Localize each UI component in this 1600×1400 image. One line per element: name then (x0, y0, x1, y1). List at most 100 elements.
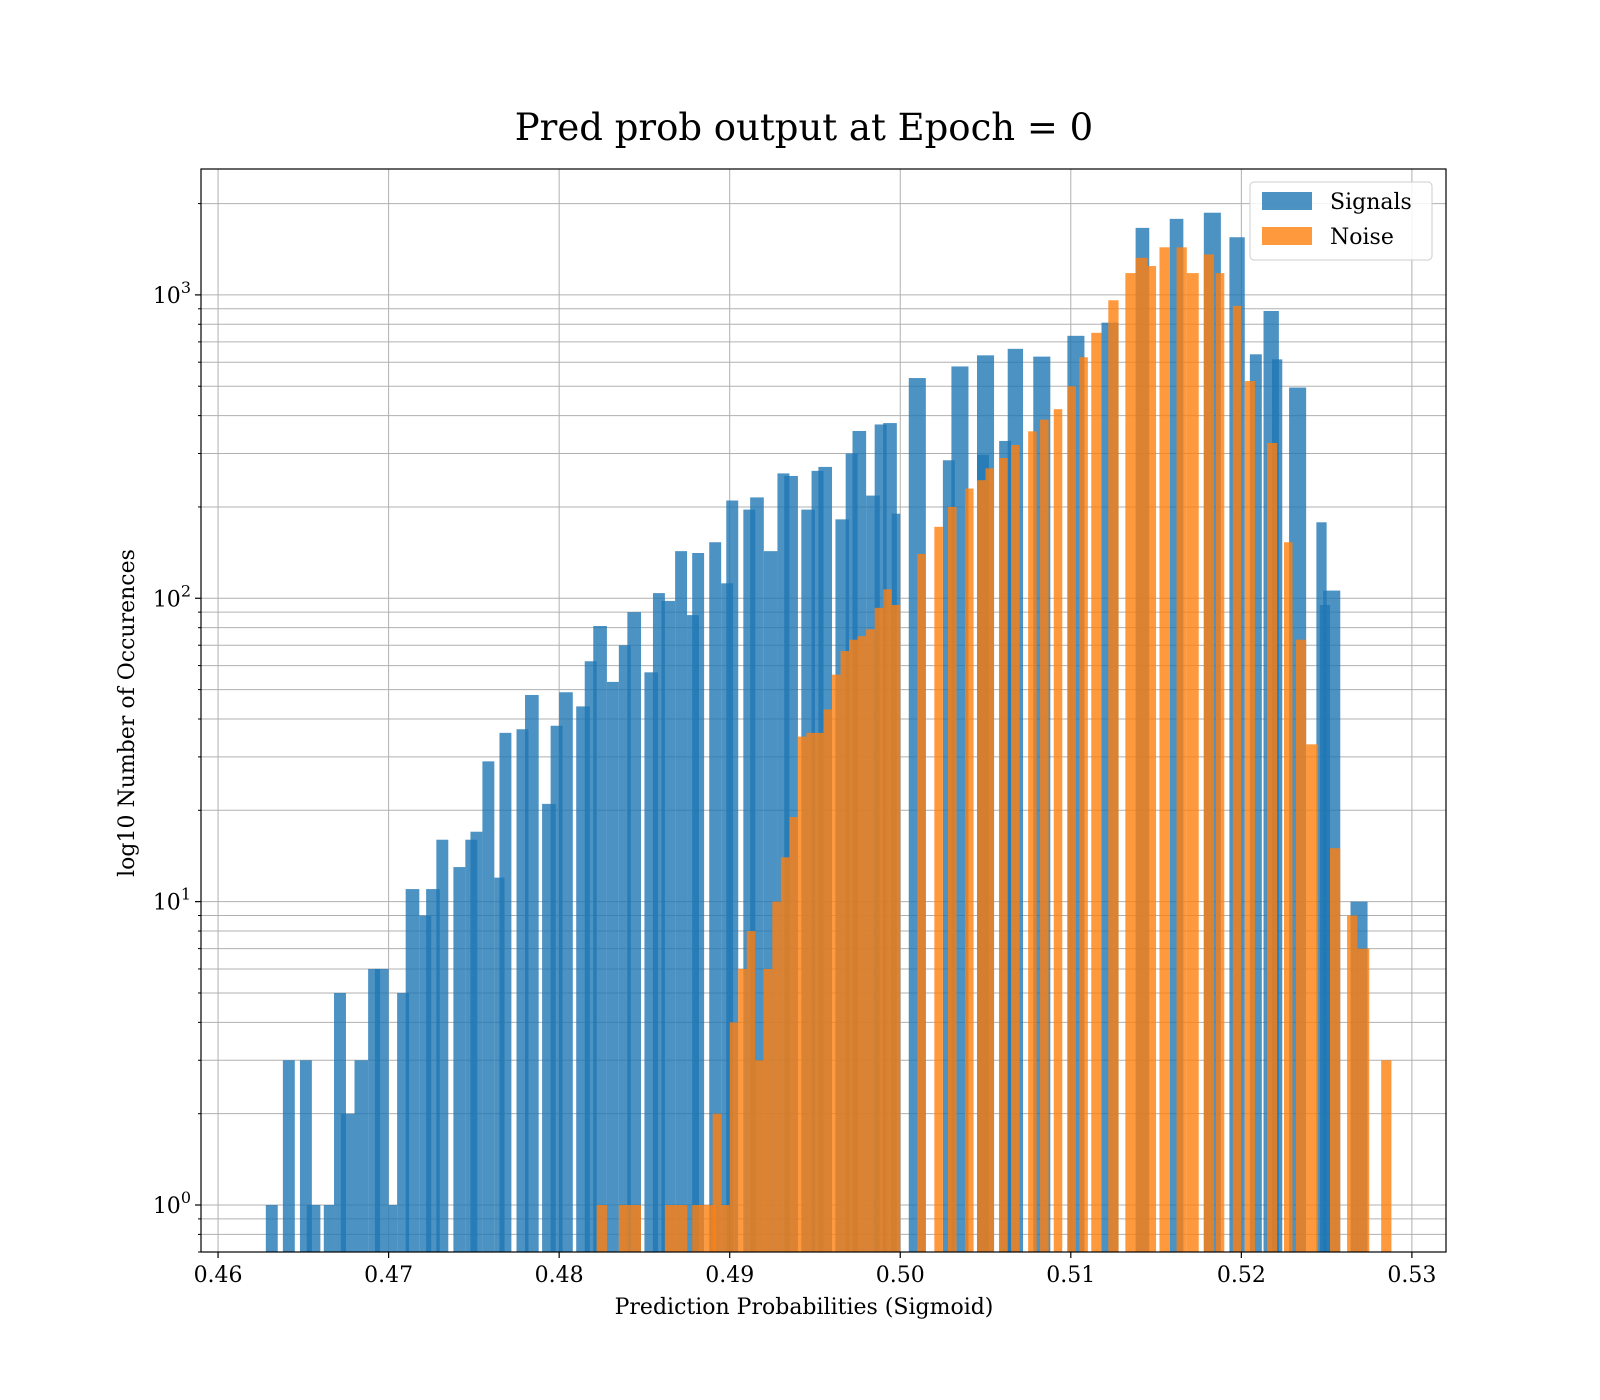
noise-bar (965, 488, 974, 1252)
noise-bar (1306, 744, 1319, 1252)
signals-bar (516, 729, 529, 1252)
signals-bar (618, 645, 631, 1252)
x-axis: 0.46 0.47 0.48 0.49 0.50 0.51 0.52 0.53 (194, 1252, 1436, 1288)
noise-bar (704, 1205, 717, 1252)
signals-bar (419, 915, 432, 1252)
noise-bar (1330, 848, 1341, 1252)
noise-bar (1232, 305, 1242, 1252)
x-tick-label: 0.50 (876, 1263, 925, 1288)
noise-bar (832, 674, 841, 1252)
noise-bar (1125, 273, 1136, 1252)
noise-bar (976, 480, 986, 1252)
signals-bar (525, 694, 539, 1252)
signals-bar (374, 968, 389, 1252)
noise-bar (678, 1205, 688, 1252)
noise-bar (763, 968, 773, 1252)
x-tick-label: 0.53 (1387, 1263, 1436, 1288)
noise-bar (866, 629, 875, 1252)
noise-bar (596, 1205, 607, 1252)
noise-bars (596, 247, 1392, 1253)
noise-bar (630, 1205, 642, 1252)
noise-bar (823, 709, 833, 1252)
legend-swatch-signals (1262, 192, 1312, 210)
noise-bar (948, 506, 957, 1252)
signals-bar (306, 1205, 321, 1252)
noise-bar (780, 857, 790, 1252)
noise-bar (1266, 442, 1278, 1252)
noise-bar (1135, 257, 1148, 1252)
x-axis-label: Prediction Probabilities (Sigmoid) (615, 1295, 994, 1320)
noise-bar (1079, 357, 1088, 1253)
noise-bar (1028, 431, 1037, 1252)
signals-bar (340, 1113, 355, 1252)
noise-bar (789, 817, 798, 1252)
y-tick-label: 102 (153, 581, 191, 612)
signals-bar (675, 551, 688, 1252)
noise-bar (1283, 542, 1293, 1252)
noise-bar (1381, 1060, 1392, 1252)
noise-bar (1159, 247, 1170, 1252)
noise-bar (1108, 300, 1119, 1253)
noise-bar (712, 1113, 722, 1252)
signals-bar (368, 968, 381, 1252)
y-tick-label: 101 (153, 885, 191, 916)
signals-bar (282, 1060, 295, 1252)
x-tick-label: 0.52 (1217, 1263, 1266, 1288)
y-axis-label: log10 Number of Occurences (115, 549, 140, 877)
noise-bar (999, 457, 1008, 1252)
noise-bar (618, 1205, 631, 1252)
signals-bar (661, 600, 676, 1252)
noise-bar (985, 468, 995, 1252)
noise-bar (1295, 639, 1307, 1252)
noise-bar (664, 1205, 679, 1252)
noise-bar (840, 651, 850, 1252)
y-tick-label: 103 (153, 278, 191, 309)
signals-bar (482, 761, 495, 1252)
noise-bar (1067, 386, 1076, 1252)
y-axis: 100 101 102 103 (153, 203, 201, 1253)
noise-bar (1244, 381, 1255, 1253)
noise-bar (1215, 273, 1225, 1252)
noise-bar (738, 968, 747, 1252)
signals-bar (550, 725, 563, 1252)
signals-bar (1249, 354, 1262, 1252)
noise-bar (721, 1205, 730, 1252)
legend-label-signals: Signals (1330, 190, 1412, 215)
signals-bar (559, 692, 573, 1252)
legend-label-noise: Noise (1330, 225, 1394, 250)
x-tick-label: 0.47 (364, 1263, 413, 1288)
y-tick-label: 100 (153, 1188, 191, 1219)
noise-bar (1176, 247, 1187, 1252)
noise-bar (891, 605, 901, 1252)
signals-bar (265, 1205, 278, 1252)
noise-bar (874, 607, 884, 1252)
noise-bar (883, 589, 892, 1252)
signals-bar (499, 732, 512, 1252)
signals-bar (743, 509, 756, 1252)
signals-bar (709, 542, 722, 1252)
noise-bar (917, 553, 926, 1252)
legend: Signals Noise (1249, 181, 1433, 261)
signals-bar (652, 593, 665, 1252)
x-tick-label: 0.49 (705, 1263, 754, 1288)
signals-bar (584, 661, 597, 1252)
noise-bar (1347, 915, 1358, 1252)
noise-bar (1186, 273, 1199, 1252)
signals-bar (354, 1060, 369, 1252)
noise-bar (755, 1060, 764, 1252)
x-tick-label: 0.51 (1046, 1263, 1095, 1288)
signals-bar (627, 612, 642, 1252)
plot-frame (200, 168, 1447, 1253)
noise-bar (692, 1205, 705, 1252)
noise-bar (772, 901, 781, 1252)
noise-bar (1147, 266, 1157, 1253)
signals-bar (397, 992, 410, 1252)
x-tick-label: 0.48 (535, 1263, 584, 1288)
noise-bar (1053, 409, 1063, 1252)
noise-bar (1040, 419, 1049, 1252)
noise-bar (857, 636, 867, 1252)
signals-bar (606, 681, 619, 1252)
noise-bar (1011, 445, 1020, 1252)
signals-bar (299, 1060, 312, 1252)
